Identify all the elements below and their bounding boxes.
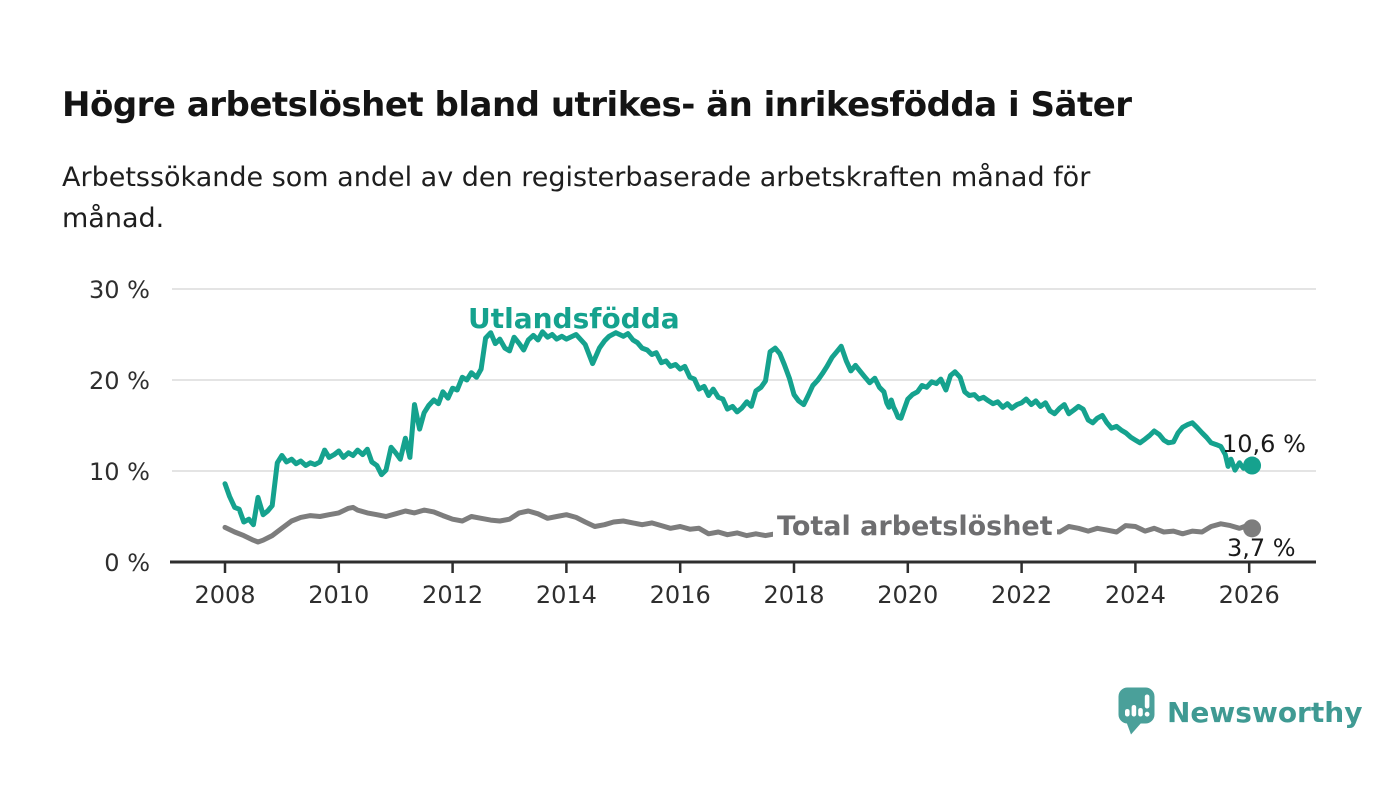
x-tick-label: 2008 [194,581,255,609]
bar-chart-glyph [1125,709,1130,717]
x-tick-label: 2022 [991,581,1052,609]
end-value-label-utlandsfodda: 10,6 % [1222,430,1306,458]
newsworthy-speech-bubble-icon [1118,687,1155,735]
brand-name: Newsworthy [1167,695,1363,729]
chart-title: Högre arbetslöshet bland utrikes- än inr… [62,84,1132,125]
x-tick-label: 2014 [536,581,597,609]
series-label-utlandsfodda: Utlandsfödda [468,302,680,335]
y-tick-label: 20 % [89,367,150,395]
series-line-0 [222,329,1255,528]
x-tick-label: 2026 [1219,581,1280,609]
y-tick-label: 30 % [89,276,150,304]
x-tick-label: 2016 [650,581,711,609]
chart-subtitle: Arbetssökande som andel av den registerb… [62,157,1090,239]
x-tick-label: 2018 [763,581,824,609]
exclamation-icon [1144,694,1150,709]
series-label-total-arbetsloshet: Total arbetslöshet [773,511,1057,542]
x-tick-label: 2024 [1105,581,1166,609]
newsworthy-logo: Newsworthy [1117,686,1362,736]
x-tick-label: 2010 [308,581,369,609]
end-dot-1 [1243,519,1262,538]
subtitle-line-2: månad. [62,203,165,234]
x-tick-label: 2012 [422,581,483,609]
end-value-label-total: 3,7 % [1227,534,1296,562]
y-tick-label: 10 % [89,458,150,486]
y-tick-label: 0 % [104,549,150,577]
x-tick-label: 2020 [877,581,938,609]
end-dot-0 [1243,456,1262,475]
series-line-1 [222,504,1255,545]
subtitle-line-1: Arbetssökande som andel av den registerb… [62,162,1091,193]
